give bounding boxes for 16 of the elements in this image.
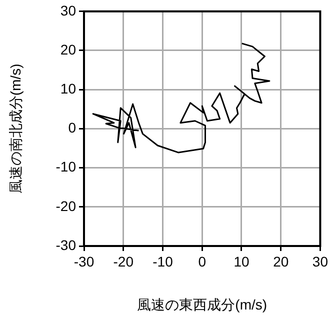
x-tick-label: -10 (152, 253, 174, 270)
x-axis-title: 風速の東西成分(m/s) (137, 296, 268, 312)
x-tick-label: 0 (198, 253, 206, 270)
y-tick-label: 10 (60, 80, 76, 96)
x-tick-label: 30 (312, 253, 328, 270)
y-tick-label: 20 (60, 41, 76, 58)
y-tick-label: -10 (56, 158, 76, 175)
y-tick-label: 0 (68, 120, 76, 136)
x-tick-label: -20 (113, 253, 134, 270)
y-tick-label: -30 (56, 236, 76, 253)
x-tick-label: 20 (273, 253, 289, 270)
x-tick-label: 10 (234, 253, 250, 270)
x-tick-label: -30 (74, 253, 94, 270)
y-tick-label: -20 (56, 198, 76, 214)
y-axis-title: 風速の南北成分(m/s) (7, 64, 24, 194)
y-tick-label: 30 (60, 2, 76, 18)
